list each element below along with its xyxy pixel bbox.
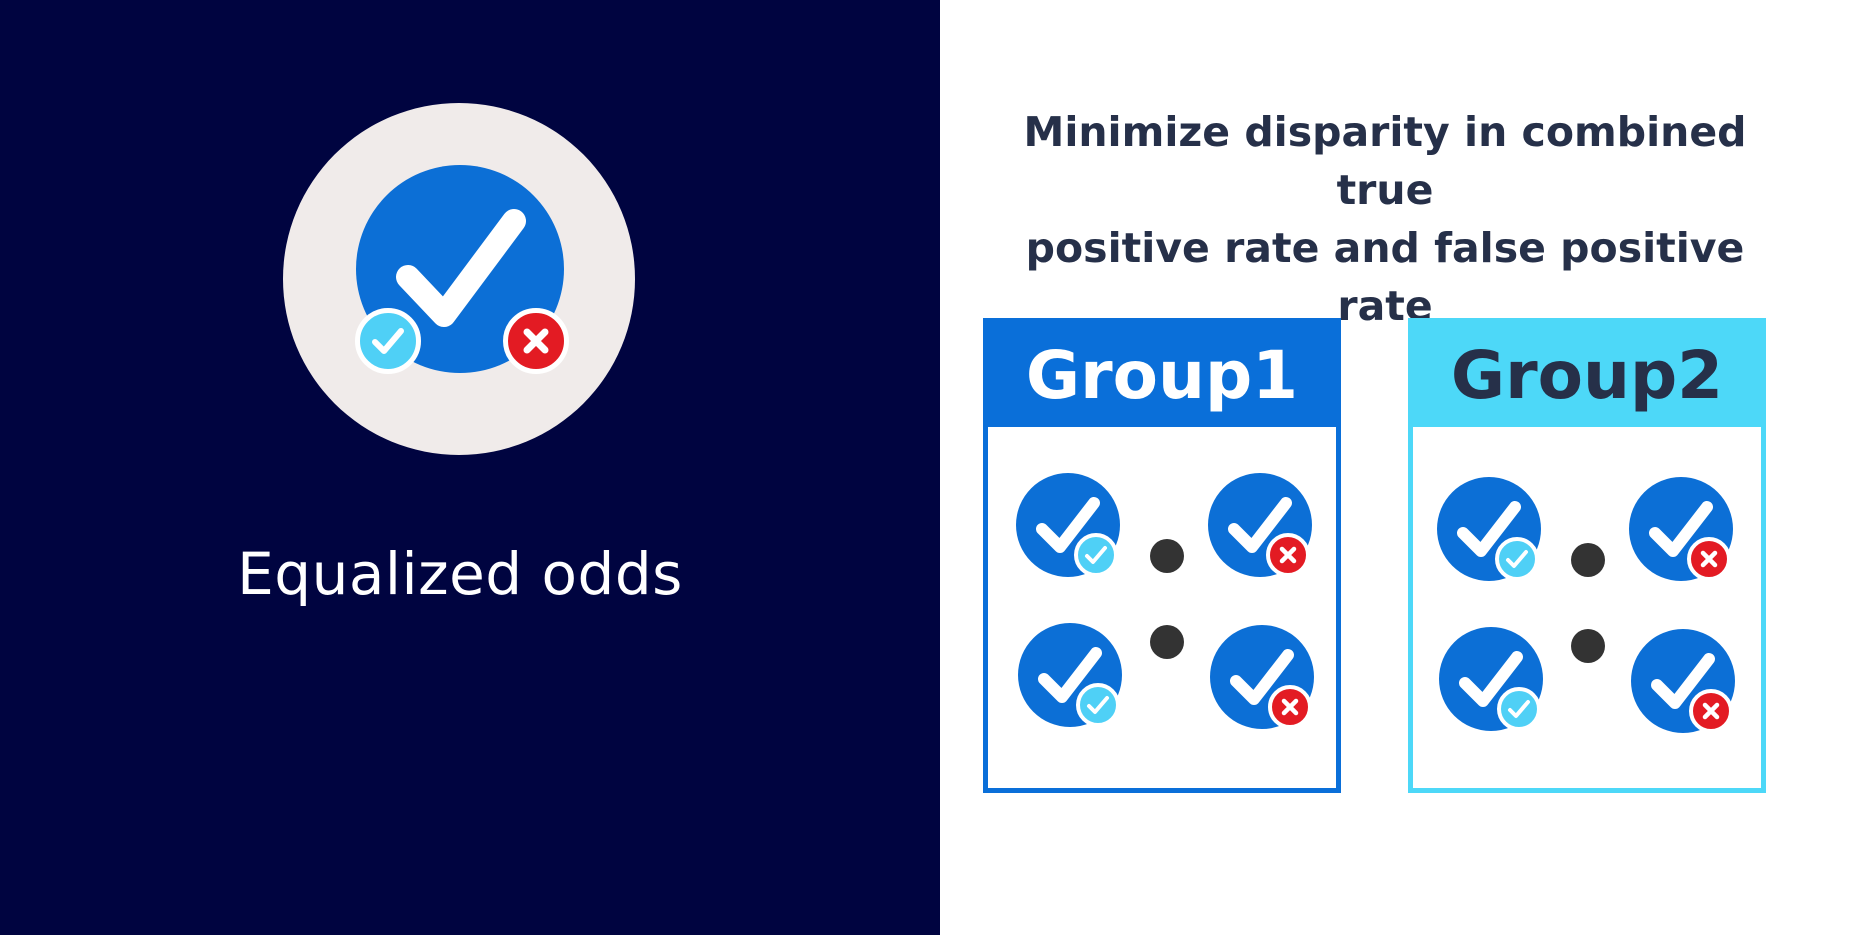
group-2-card: Group2 xyxy=(1408,318,1766,793)
false-positive-badge-icon xyxy=(1689,689,1733,733)
false-positive-badge-icon xyxy=(1687,537,1731,581)
headline: Minimize disparity in combined true posi… xyxy=(975,103,1795,335)
true-positive-item-icon xyxy=(1437,477,1541,581)
group-2-header: Group2 xyxy=(1413,323,1761,427)
false-positive-item-icon xyxy=(1208,473,1312,577)
true-positive-badge-icon xyxy=(1074,533,1118,577)
separator-dot xyxy=(1150,625,1184,659)
separator-dot xyxy=(1150,539,1184,573)
false-positive-item-icon xyxy=(1631,629,1735,733)
concept-label: Equalized odds xyxy=(237,540,683,608)
headline-line-2: positive rate and false positive rate xyxy=(1025,224,1745,330)
headline-line-1: Minimize disparity in combined true xyxy=(1023,108,1747,214)
true-positive-badge-icon xyxy=(1076,683,1120,727)
true-positive-item-icon xyxy=(1016,473,1120,577)
true-positive-item-icon xyxy=(1439,627,1543,731)
group-1-card: Group1 xyxy=(983,318,1341,793)
false-positive-badge-icon xyxy=(503,308,569,374)
group-1-header: Group1 xyxy=(988,323,1336,427)
true-positive-badge-icon xyxy=(1497,687,1541,731)
separator-dot xyxy=(1571,543,1605,577)
false-positive-item-icon xyxy=(1629,477,1733,581)
false-positive-item-icon xyxy=(1210,625,1314,729)
true-positive-badge-icon xyxy=(355,308,421,374)
false-positive-badge-icon xyxy=(1268,685,1312,729)
separator-dot xyxy=(1571,629,1605,663)
left-panel: Equalized odds xyxy=(0,0,940,935)
true-positive-badge-icon xyxy=(1495,537,1539,581)
true-positive-item-icon xyxy=(1018,623,1122,727)
false-positive-badge-icon xyxy=(1266,533,1310,577)
